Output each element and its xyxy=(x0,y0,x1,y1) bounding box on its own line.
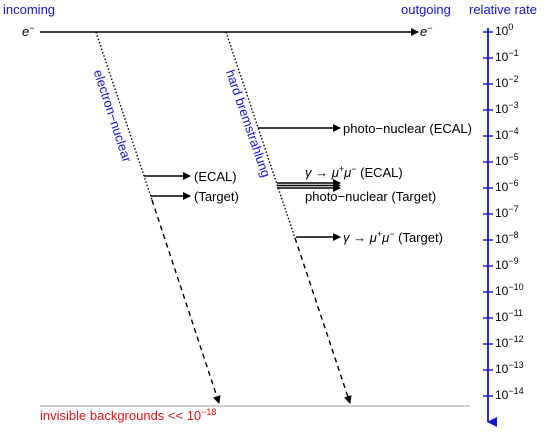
rate-axis-ticks xyxy=(483,31,493,397)
hard-brem-dashed-tail xyxy=(294,237,352,404)
rate-tick-label: 10−4 xyxy=(495,126,519,142)
rate-tick-label: 10−7 xyxy=(495,204,519,220)
hard-brem-path xyxy=(225,31,296,239)
mumu-ecal-label: γ → μ+μ− (ECAL) xyxy=(305,164,403,180)
electron-nuclear-dashed-tail xyxy=(151,199,221,404)
rate-tick-label: 10−8 xyxy=(495,230,519,246)
pn-ecal-label: photo−nuclear (ECAL) xyxy=(343,121,472,136)
rate-tick-label: 10−9 xyxy=(495,256,519,272)
rate-tick-label: 10−14 xyxy=(495,386,524,402)
pn-target-label: photo−nuclear (Target) xyxy=(305,189,437,204)
rate-tick-label: 10−11 xyxy=(495,308,523,324)
incoming-label: incoming xyxy=(3,2,56,17)
rate-tick-label: 10−6 xyxy=(495,178,519,194)
rate-tick-label: 10−12 xyxy=(495,334,524,350)
outgoing-electron-label: e− xyxy=(420,23,433,39)
mumu-target-label: γ → μ+μ− (Target) xyxy=(343,229,443,245)
rate-tick-label: 10−13 xyxy=(495,360,524,376)
relative-rate-label: relative rate xyxy=(469,2,537,17)
rate-tick-label: 10−5 xyxy=(495,152,519,168)
en-target-label: (Target) xyxy=(194,189,239,204)
rate-tick-label: 10−1 xyxy=(495,48,519,64)
rate-tick-label: 10−2 xyxy=(495,74,519,90)
en-ecal-label: (ECAL) xyxy=(194,169,237,184)
incoming-electron-label: e− xyxy=(22,23,35,39)
electron-nuclear-path xyxy=(95,31,153,201)
rate-tick-label: 10−3 xyxy=(495,100,519,116)
rate-tick-label: 10−10 xyxy=(495,282,524,298)
rate-tick-label: 100 xyxy=(495,22,514,38)
invisible-backgrounds-label: invisible backgrounds << 10−18 xyxy=(40,407,217,423)
outgoing-label: outgoing xyxy=(401,2,451,17)
